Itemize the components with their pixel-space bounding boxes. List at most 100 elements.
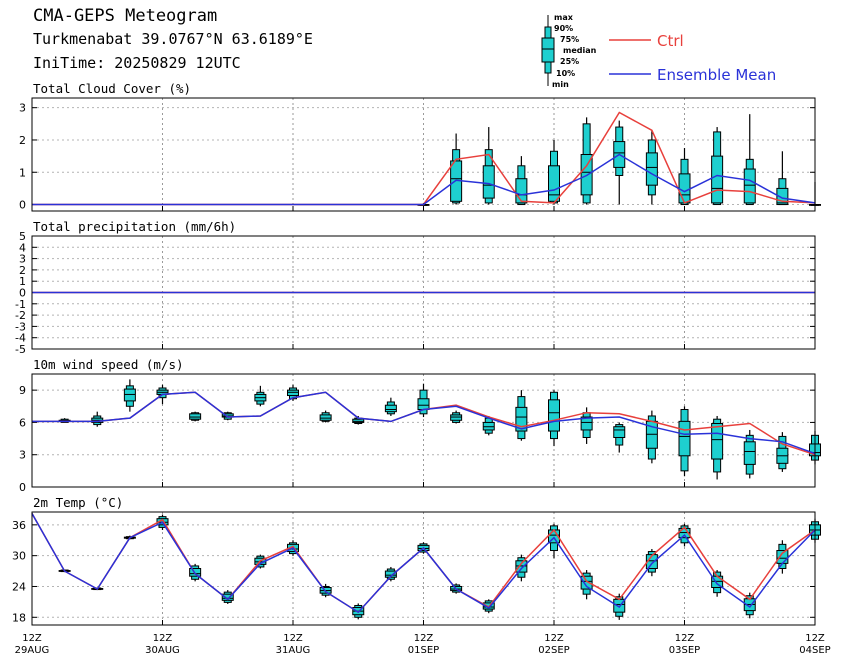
box-plot bbox=[548, 139, 560, 205]
box-plot bbox=[384, 397, 397, 416]
x-tick-label-time: 12Z bbox=[805, 633, 825, 644]
box-p25-p75 bbox=[743, 168, 756, 204]
x-tick-label-date: 04SEP bbox=[799, 645, 830, 656]
y-tick-label: 24 bbox=[12, 580, 26, 593]
y-tick-label: 5 bbox=[19, 230, 26, 243]
y-tick-label: 3 bbox=[19, 102, 26, 115]
box-plot bbox=[711, 127, 724, 206]
y-tick-label: 9 bbox=[19, 384, 26, 397]
box-p25-p75 bbox=[482, 165, 495, 199]
x-tick-label-time: 12Z bbox=[544, 633, 564, 644]
box-p25-p75 bbox=[417, 398, 430, 411]
y-tick-label: 30 bbox=[12, 550, 26, 563]
box-p25-p75 bbox=[384, 404, 397, 413]
box-plot bbox=[515, 156, 528, 206]
y-tick-label: -3 bbox=[15, 320, 26, 333]
y-tick-label: -1 bbox=[15, 298, 26, 311]
y-tick-label: -5 bbox=[15, 343, 26, 356]
legend-key-p25-p75 bbox=[541, 37, 555, 63]
box-key-p75: 75% bbox=[560, 35, 580, 44]
box-p25-p75 bbox=[450, 414, 463, 421]
box-plot bbox=[580, 117, 593, 205]
panel-title: 10m wind speed (m/s) bbox=[33, 357, 184, 372]
y-tick-label: 3 bbox=[19, 253, 26, 266]
panel-3: 2m Temp (°C) 18 24 30 36 bbox=[12, 495, 821, 626]
box-p25-p75 bbox=[580, 416, 593, 431]
box-p25-p75 bbox=[515, 178, 528, 204]
x-tick-label-date: 03SEP bbox=[669, 645, 700, 656]
box-p25-p75 bbox=[613, 426, 626, 438]
y-tick-label: 4 bbox=[19, 241, 26, 254]
y-tick-label: 3 bbox=[19, 449, 26, 462]
box-plot bbox=[123, 379, 136, 412]
y-tick-label: 0 bbox=[19, 199, 26, 212]
box-p25-p75 bbox=[319, 414, 332, 421]
box-key-max: max bbox=[554, 13, 573, 22]
box-p25-p75 bbox=[482, 421, 495, 431]
box-p25-p75 bbox=[123, 388, 136, 402]
legend-ctrl-label: Ctrl bbox=[657, 32, 684, 50]
y-tick-label: -2 bbox=[15, 309, 26, 322]
box-plot bbox=[613, 120, 626, 205]
box-p25-p75 bbox=[189, 413, 202, 420]
chart-title: CMA-GEPS Meteogram bbox=[33, 6, 218, 26]
panel-0: Total Cloud Cover (%) 0 1 2 3 bbox=[19, 81, 821, 212]
station-location: Turkmenabat 39.0767°N 63.6189°E bbox=[33, 30, 313, 48]
panel-title: Total Cloud Cover (%) bbox=[33, 81, 191, 96]
box-plot bbox=[482, 127, 495, 205]
y-tick-label: 2 bbox=[19, 264, 26, 277]
box-p25-p75 bbox=[548, 399, 560, 432]
x-tick-label-time: 12Z bbox=[153, 633, 173, 644]
box-p25-p75 bbox=[515, 406, 528, 432]
panel-title: 2m Temp (°C) bbox=[33, 495, 123, 510]
box-plot bbox=[91, 411, 104, 427]
x-tick-label-date: 31AUG bbox=[276, 645, 311, 656]
box-key-p90: 90% bbox=[554, 24, 574, 33]
y-tick-label: 1 bbox=[19, 166, 26, 179]
legend-mean-label: Ensemble Mean bbox=[657, 66, 777, 84]
box-plot bbox=[743, 114, 756, 206]
x-tick-label-date: 30AUG bbox=[145, 645, 180, 656]
box-p25-p75 bbox=[352, 418, 365, 423]
box-p25-p75 bbox=[221, 593, 234, 601]
box-plot bbox=[450, 133, 463, 205]
box-p25-p75 bbox=[580, 575, 593, 590]
box-plot bbox=[548, 390, 560, 447]
box-plot bbox=[678, 406, 691, 477]
x-tick-label-time: 12Z bbox=[283, 633, 303, 644]
y-tick-label: -4 bbox=[15, 332, 26, 345]
box-plot bbox=[776, 151, 789, 206]
panel-2: 10m wind speed (m/s) 0 3 6 9 bbox=[19, 357, 821, 494]
x-tick-label-time: 12Z bbox=[22, 633, 42, 644]
box-p25-p75 bbox=[287, 389, 299, 397]
ensemble-mean-line bbox=[32, 391, 816, 455]
y-tick-label: 2 bbox=[19, 134, 26, 147]
y-tick-label: 0 bbox=[19, 287, 26, 300]
box-p25-p75 bbox=[645, 554, 658, 570]
x-tick-label-date: 01SEP bbox=[408, 645, 439, 656]
box-p25-p75 bbox=[743, 441, 756, 465]
box-p25-p75 bbox=[776, 187, 789, 206]
panel-title: Total precipitation (mm/6h) bbox=[33, 219, 236, 234]
box-plot bbox=[319, 410, 332, 423]
x-tick-label-time: 12Z bbox=[675, 633, 695, 644]
box-p25-p75 bbox=[711, 155, 724, 204]
box-p25-p75 bbox=[678, 420, 691, 457]
ensemble-mean-line bbox=[32, 153, 816, 206]
box-key-median: median bbox=[563, 46, 597, 55]
box-plot bbox=[645, 410, 658, 464]
init-time: IniTime: 20250829 12UTC bbox=[33, 54, 241, 72]
panel-1: Total precipitation (mm/6h) -5-4-3-2-1012… bbox=[15, 219, 816, 356]
box-key-p25: 25% bbox=[560, 57, 580, 66]
box-plot bbox=[613, 422, 626, 453]
y-tick-label: 1 bbox=[19, 275, 26, 288]
y-tick-label: 36 bbox=[12, 519, 26, 532]
x-tick-label-date: 29AUG bbox=[15, 645, 50, 656]
box-plot bbox=[645, 130, 658, 205]
box-p25-p75 bbox=[645, 152, 658, 186]
box-p25-p75 bbox=[711, 423, 724, 460]
box-plot bbox=[450, 410, 463, 424]
box-p25-p75 bbox=[548, 165, 560, 202]
box-p25-p75 bbox=[678, 173, 691, 204]
